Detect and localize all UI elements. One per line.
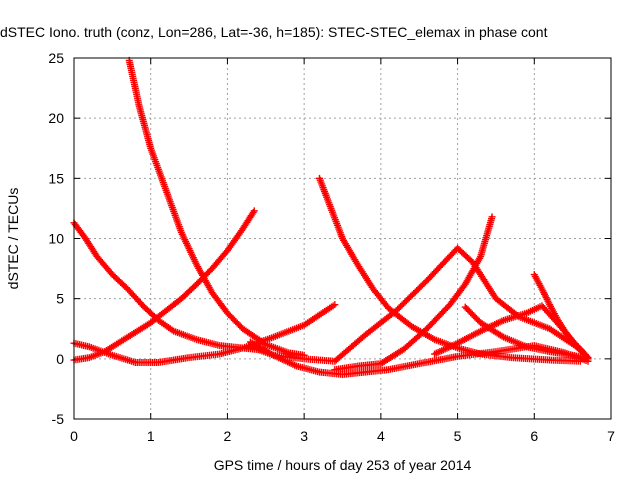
plot-frame: [73, 57, 612, 420]
x-tick-label: 5: [454, 428, 462, 444]
x-tick-label: 2: [224, 428, 232, 444]
series-9: [461, 303, 592, 363]
x-tick-label: 0: [70, 428, 78, 444]
y-tick-label: 20: [48, 110, 64, 126]
grid: [74, 58, 611, 419]
series-4: [125, 56, 308, 359]
chart-title: dSTEC Iono. truth (conz, Lon=286, Lat=-3…: [0, 24, 548, 40]
y-tick-label: 15: [48, 170, 64, 186]
x-tick-label: 4: [377, 428, 385, 444]
data-point: [488, 213, 496, 221]
y-tick-label: 0: [56, 351, 64, 367]
series-11: [530, 271, 592, 363]
y-tick-label: 10: [48, 231, 64, 247]
series-8: [331, 213, 496, 374]
data-point: [584, 355, 592, 363]
series-2: [70, 219, 270, 354]
data-marks: [70, 56, 592, 378]
y-tick-label: 25: [48, 50, 64, 66]
series-6: [246, 244, 592, 365]
x-tick-label: 6: [530, 428, 538, 444]
data-point: [583, 353, 591, 361]
x-axis-title: GPS time / hours of day 253 of year 2014: [214, 457, 472, 473]
y-axis-title: dSTEC / TECUs: [5, 188, 21, 290]
axis-ticks: 0 1 2 3 4 5 6 7 -5 0 5 10 15 20 25: [48, 50, 615, 444]
data-point: [250, 207, 258, 215]
x-tick-label: 1: [147, 428, 155, 444]
y-tick-label: 5: [56, 291, 64, 307]
y-tick-label: -5: [52, 411, 65, 427]
data-point: [331, 301, 339, 309]
series-1: [70, 207, 258, 364]
series-7: [315, 174, 584, 365]
x-tick-label: 3: [300, 428, 308, 444]
x-tick-label: 7: [607, 428, 615, 444]
